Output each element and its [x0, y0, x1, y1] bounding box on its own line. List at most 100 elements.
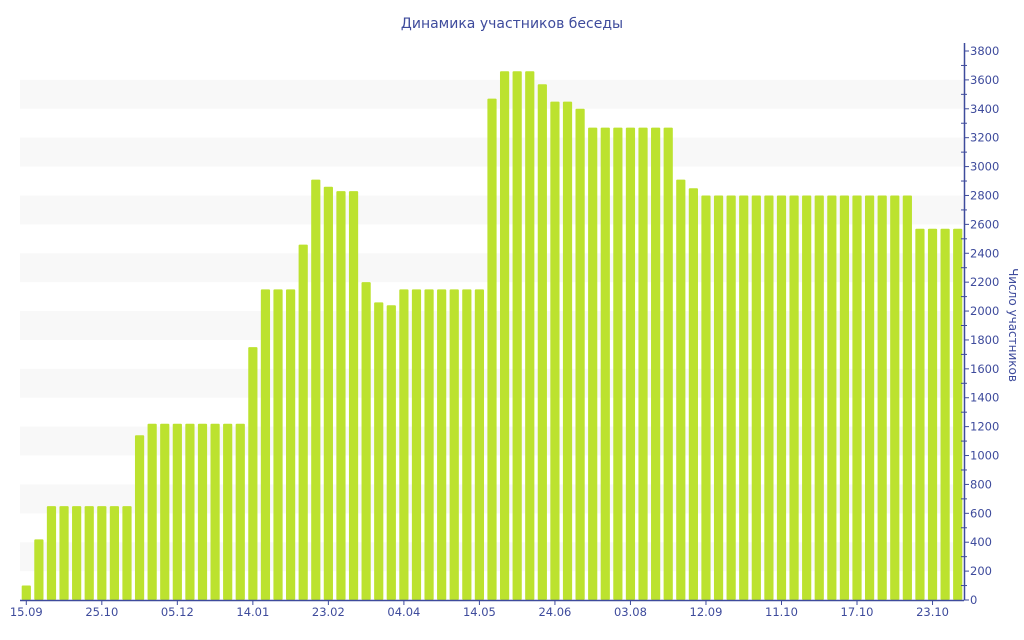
bar — [688, 188, 698, 600]
x-tick-label: 23.10 — [916, 605, 949, 619]
y-tick-label: 3200 — [970, 131, 999, 145]
bar — [625, 127, 636, 601]
bar — [273, 289, 283, 600]
x-tick-label: 25.10 — [85, 605, 118, 619]
bar — [286, 289, 296, 600]
bar — [336, 191, 346, 601]
bar — [197, 423, 208, 600]
bar — [260, 289, 271, 600]
bar — [449, 289, 459, 600]
bar — [877, 195, 887, 600]
bar — [424, 289, 434, 600]
y-axis-label: Число участников — [1006, 268, 1020, 382]
bar — [588, 127, 598, 601]
x-tick-label: 12.09 — [690, 605, 723, 619]
x-tick-label: 11.10 — [765, 605, 798, 619]
bar — [525, 71, 535, 600]
bar — [651, 127, 661, 601]
x-axis: 15.09 25.10 05.12 14.01 23.02 04.04 14.05 24.06… — [10, 599, 964, 619]
bar — [59, 506, 69, 600]
bar — [865, 195, 875, 600]
x-tick-label: 24.06 — [538, 605, 571, 619]
bar — [726, 195, 736, 600]
bar — [210, 423, 220, 600]
bar — [915, 228, 925, 600]
bar — [499, 71, 510, 600]
bar — [399, 289, 409, 600]
bar — [512, 71, 522, 600]
bar — [437, 289, 447, 600]
bar — [814, 195, 824, 600]
bar — [474, 289, 485, 600]
bar — [852, 195, 862, 600]
bars — [21, 71, 963, 601]
bar — [72, 506, 82, 600]
bar — [361, 282, 371, 600]
y-tick-label: 0 — [970, 593, 977, 607]
x-tick-label: 04.04 — [387, 605, 420, 619]
y-tick-label: 1000 — [970, 449, 999, 463]
x-tick-label: 15.09 — [10, 605, 43, 619]
y-axis: 0 200 400 600 800 1000 1200 1400 1600 1800 2000 220… — [961, 43, 999, 607]
y-tick-label: 2200 — [970, 275, 999, 289]
bar — [122, 506, 132, 600]
y-tick-label: 3800 — [970, 44, 999, 58]
bar — [109, 506, 119, 600]
y-tick-label: 400 — [970, 535, 992, 549]
chart-title: Динамика участников беседы — [401, 16, 623, 32]
bar — [927, 228, 938, 600]
x-tick-label: 03.08 — [614, 605, 647, 619]
bar — [701, 195, 711, 600]
bar — [789, 195, 799, 600]
bar — [374, 302, 384, 600]
bar — [676, 179, 686, 600]
bar — [940, 228, 950, 600]
y-tick-label: 3400 — [970, 102, 999, 116]
bar — [575, 108, 585, 600]
bar — [323, 186, 333, 600]
bar — [802, 195, 812, 600]
y-tick-label: 2000 — [970, 304, 999, 318]
bar — [147, 423, 157, 600]
bar — [160, 423, 170, 600]
bar — [839, 195, 850, 600]
bar — [751, 195, 761, 600]
y-tick-label: 3600 — [970, 73, 999, 87]
bar — [902, 195, 912, 600]
bar — [890, 195, 900, 600]
x-tick-label: 05.12 — [161, 605, 194, 619]
y-tick-label: 1200 — [970, 420, 999, 434]
bar — [827, 195, 837, 600]
bar — [311, 179, 321, 600]
bar — [600, 127, 610, 601]
x-tick-label: 14.01 — [236, 605, 269, 619]
bar — [134, 435, 145, 600]
bar — [34, 539, 44, 600]
bar — [248, 347, 258, 600]
y-tick-label: 3000 — [970, 160, 999, 174]
y-tick-label: 1800 — [970, 333, 999, 347]
bar — [462, 289, 472, 600]
bar — [953, 228, 963, 600]
bar — [776, 195, 787, 600]
bar — [713, 195, 724, 600]
bar — [348, 191, 359, 601]
y-tick-label: 2800 — [970, 188, 999, 202]
bar — [411, 289, 422, 600]
bar — [386, 305, 396, 600]
x-tick-label: 17.10 — [841, 605, 874, 619]
y-tick-label: 800 — [970, 477, 992, 491]
bar — [764, 195, 774, 600]
bar — [185, 423, 195, 600]
y-tick-label: 200 — [970, 564, 992, 578]
x-tick-label: 23.02 — [312, 605, 345, 619]
bar — [562, 101, 573, 600]
bar — [613, 127, 623, 601]
bar — [739, 195, 749, 600]
y-tick-label: 1600 — [970, 362, 999, 376]
x-tick-label: 14.05 — [463, 605, 496, 619]
bar — [537, 84, 547, 601]
bar — [172, 423, 182, 600]
bar — [638, 127, 648, 601]
